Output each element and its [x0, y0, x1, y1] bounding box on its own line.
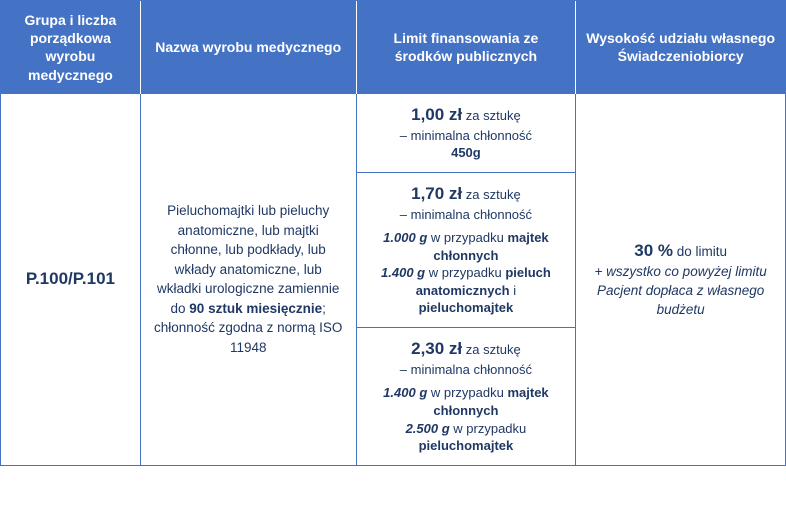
t3a: w przypadku	[427, 385, 507, 400]
header-share: Wysokość udziału własnego Świadczeniobio…	[576, 1, 785, 94]
share-note: + wszystko co powyżej limitu Pacjent dop…	[588, 263, 773, 320]
desc-qty: 90 sztuk miesięcznie	[189, 301, 322, 316]
t2a: w przypadku	[427, 230, 507, 245]
limit-tier-1: 1,00 zł za sztukę – minimalna chłonność …	[357, 94, 577, 173]
g3b: 2.500 g	[406, 421, 450, 436]
price-2: 1,70 zł	[411, 184, 462, 203]
pricing-table: Grupa i liczba porządkowa wyrobu medyczn…	[0, 0, 786, 466]
t3b: w przypadku	[450, 421, 527, 436]
share-pct: 30 %	[634, 241, 673, 260]
price-1: 1,00 zł	[411, 105, 462, 124]
b3b: pieluchomajtek	[419, 438, 514, 453]
header-group: Grupa i liczba porządkowa wyrobu medyczn…	[1, 1, 141, 94]
share-after: do limitu	[673, 244, 727, 259]
share-cell: 30 % do limitu + wszystko co powyżej lim…	[576, 94, 785, 465]
g3a: 1.400 g	[383, 385, 427, 400]
product-code: P.100/P.101	[26, 269, 115, 289]
desc-pre: Pieluchomajtki lub pieluchy anatomiczne,…	[157, 203, 339, 316]
per-3: za sztukę	[462, 342, 521, 357]
per-1: za sztukę	[462, 108, 521, 123]
g2a: 1.000 g	[383, 230, 427, 245]
limit-column: 1,00 zł za sztukę – minimalna chłonność …	[357, 94, 577, 465]
t2b: w przypadku	[425, 265, 505, 280]
per-2: za sztukę	[462, 187, 521, 202]
b2c: pieluchomajtek	[419, 300, 514, 315]
header-limit: Limit finansowania ze środków publicznyc…	[357, 1, 577, 94]
share-content: 30 % do limitu + wszystko co powyżej lim…	[588, 239, 773, 319]
product-description: Pieluchomajtki lub pieluchy anatomiczne,…	[153, 201, 344, 358]
limit-tier-3: 2,30 zł za sztukę – minimalna chłonność …	[357, 328, 577, 465]
table-header-row: Grupa i liczba porządkowa wyrobu medyczn…	[1, 1, 785, 94]
header-name: Nazwa wyrobu medycznego	[141, 1, 357, 94]
sub-1: – minimalna chłonność	[400, 127, 532, 145]
price-3: 2,30 zł	[411, 339, 462, 358]
sub-3: – minimalna chłonność	[400, 361, 532, 379]
t2c: i	[510, 283, 517, 298]
sub-2: – minimalna chłonność	[400, 206, 532, 224]
code-cell: P.100/P.101	[1, 94, 141, 465]
g2b: 1.400 g	[381, 265, 425, 280]
table-row: P.100/P.101 Pieluchomajtki lub pieluchy …	[1, 94, 785, 465]
detail-1: 450g	[451, 144, 481, 162]
limit-tier-2: 1,70 zł za sztukę – minimalna chłonność …	[357, 173, 577, 328]
name-cell: Pieluchomajtki lub pieluchy anatomiczne,…	[141, 94, 357, 465]
